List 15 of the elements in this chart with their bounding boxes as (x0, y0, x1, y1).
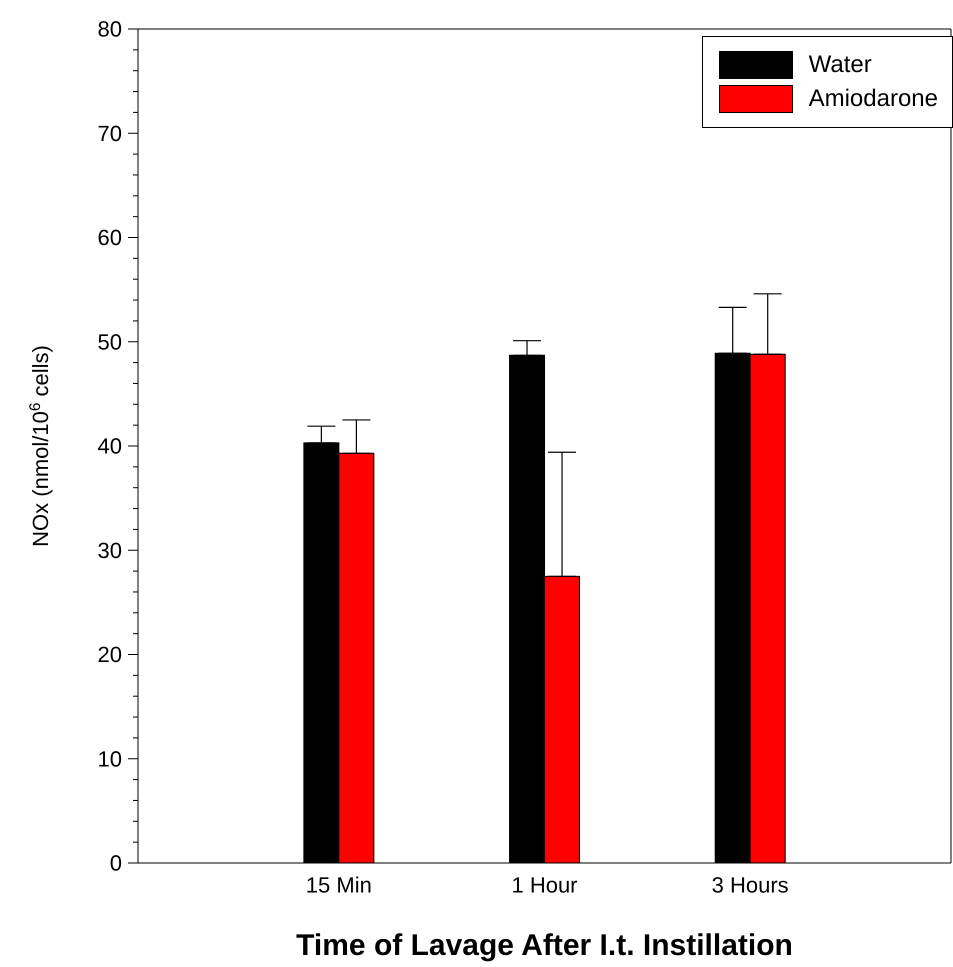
y-tick-label: 80 (98, 16, 122, 42)
x-tick-label: 3 Hours (712, 872, 789, 898)
y-tick-label: 20 (98, 642, 122, 668)
y-tick-label: 10 (98, 746, 122, 772)
x-tick-label: 1 Hour (511, 872, 578, 898)
legend-label: Water (808, 51, 872, 79)
y-tick-label: 0 (110, 850, 122, 876)
x-tick-label: 15 Min (306, 872, 372, 898)
y-tick-label: 50 (98, 329, 122, 354)
y-tick-label: 70 (98, 120, 122, 146)
y-tick-label: 30 (98, 538, 122, 563)
y-tick-label: 60 (98, 225, 122, 250)
legend-label: Amiodarone (808, 85, 938, 113)
x-axis-title: Time of Lavage After I.t. Instillation (296, 929, 793, 962)
y-tick-label: 40 (98, 434, 122, 459)
